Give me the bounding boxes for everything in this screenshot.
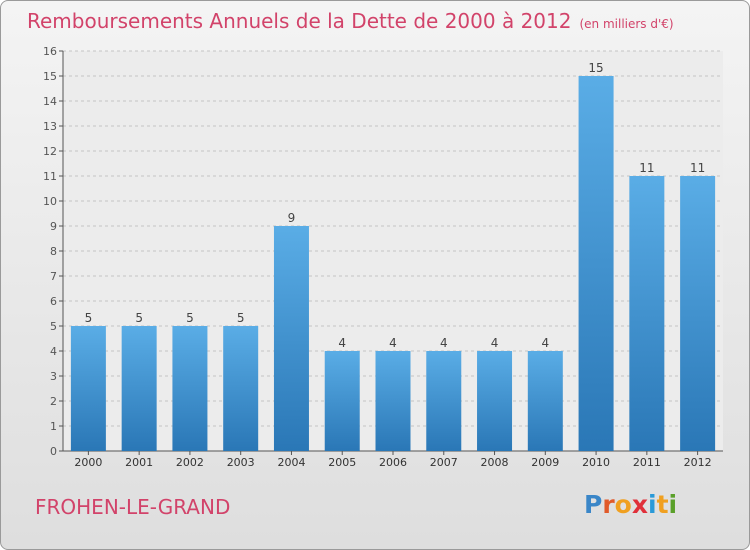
bar xyxy=(273,226,309,451)
x-tick-label: 2008 xyxy=(481,456,509,469)
data-label: 4 xyxy=(491,336,499,350)
logo-letter: r xyxy=(602,490,615,519)
x-tick-label: 2000 xyxy=(74,456,102,469)
data-label: 5 xyxy=(85,311,93,325)
y-tick-label: 11 xyxy=(43,170,57,183)
logo-letter: t xyxy=(656,490,669,519)
logo-letter: i xyxy=(668,490,678,519)
y-tick-label: 13 xyxy=(43,120,57,133)
chart-title: Remboursements Annuels de la Dette de 20… xyxy=(27,9,674,33)
bar xyxy=(375,351,411,451)
logo-letter: x xyxy=(631,490,648,519)
y-tick-label: 2 xyxy=(50,395,57,408)
bar xyxy=(70,326,106,451)
x-tick-label: 2006 xyxy=(379,456,407,469)
x-tick-label: 2011 xyxy=(633,456,661,469)
bar xyxy=(629,176,665,451)
data-label: 9 xyxy=(288,211,296,225)
y-tick-label: 0 xyxy=(50,445,57,458)
chart-title-main: Remboursements Annuels de la Dette de 20… xyxy=(27,9,572,33)
data-label: 4 xyxy=(389,336,397,350)
proxiti-logo: Proxiti xyxy=(584,490,677,519)
x-tick-label: 2004 xyxy=(277,456,305,469)
y-tick-label: 15 xyxy=(43,70,57,83)
x-tick-label: 2005 xyxy=(328,456,356,469)
bar xyxy=(477,351,513,451)
bar xyxy=(223,326,259,451)
data-label: 5 xyxy=(237,311,245,325)
chart-subtitle: (en milliers d'€) xyxy=(579,17,674,31)
data-label: 5 xyxy=(186,311,194,325)
logo-letter: i xyxy=(648,490,657,519)
x-tick-label: 2001 xyxy=(125,456,153,469)
bar xyxy=(578,76,614,451)
y-tick-label: 9 xyxy=(50,220,57,233)
bar xyxy=(324,351,360,451)
x-tick-label: 2007 xyxy=(430,456,458,469)
bar xyxy=(527,351,563,451)
data-label: 11 xyxy=(639,161,654,175)
data-label: 4 xyxy=(541,336,549,350)
logo-letter: P xyxy=(584,490,603,519)
x-tick-label: 2010 xyxy=(582,456,610,469)
y-tick-label: 4 xyxy=(50,345,57,358)
bar xyxy=(172,326,208,451)
y-tick-label: 8 xyxy=(50,245,57,258)
data-label: 11 xyxy=(690,161,705,175)
y-tick-label: 7 xyxy=(50,270,57,283)
y-tick-label: 14 xyxy=(43,95,57,108)
commune-name: FROHEN-LE-GRAND xyxy=(35,495,231,519)
bar xyxy=(680,176,716,451)
y-tick-label: 5 xyxy=(50,320,57,333)
bar xyxy=(426,351,462,451)
y-tick-label: 10 xyxy=(43,195,57,208)
data-label: 4 xyxy=(440,336,448,350)
x-tick-label: 2002 xyxy=(176,456,204,469)
logo-letter: o xyxy=(614,490,632,519)
x-tick-label: 2003 xyxy=(227,456,255,469)
y-tick-label: 3 xyxy=(50,370,57,383)
y-tick-label: 6 xyxy=(50,295,57,308)
data-label: 15 xyxy=(588,61,603,75)
x-tick-label: 2012 xyxy=(684,456,712,469)
bar xyxy=(121,326,157,451)
y-tick-label: 1 xyxy=(50,420,57,433)
data-label: 5 xyxy=(135,311,143,325)
x-tick-label: 2009 xyxy=(531,456,559,469)
y-tick-label: 12 xyxy=(43,145,57,158)
data-label: 4 xyxy=(338,336,346,350)
y-tick-label: 16 xyxy=(43,45,57,58)
